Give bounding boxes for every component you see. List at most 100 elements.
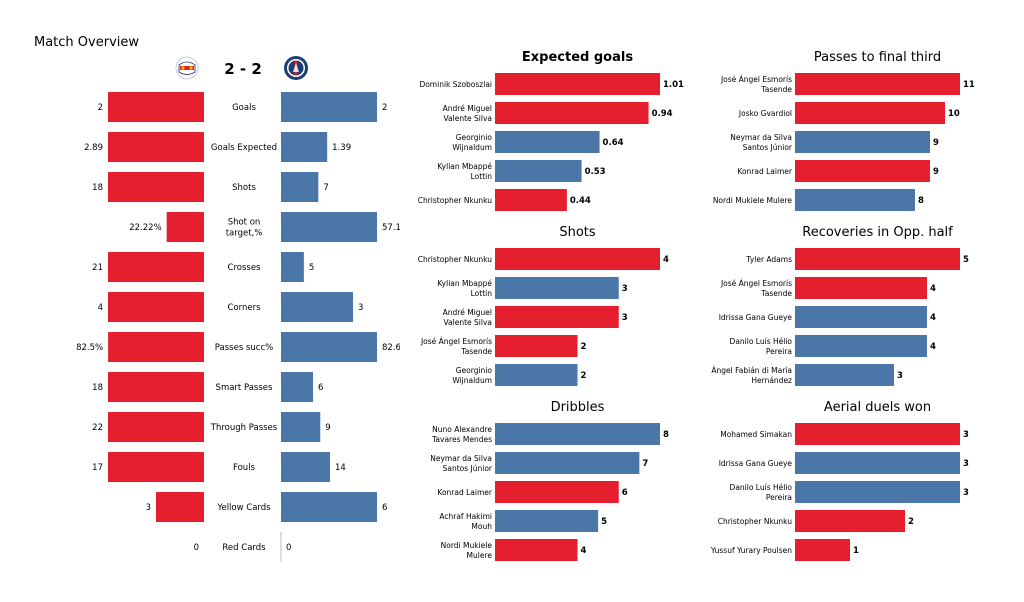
overview-value-home-red-cards: 0 [194,543,199,553]
player-label-aerial-duels-won-0: Mohamed Simakan [720,430,792,439]
panel-dribbles: Dribbles 8 Nuno Alexandre Tavares Mendes 7 Ne… [400,400,700,570]
overview-value-home-smart-passes: 18 [92,383,103,393]
overview-value-home-corners: 4 [98,303,103,313]
bar-dribbles-0 [495,423,660,445]
value-label-dribbles-1: 7 [642,459,648,469]
panel-chart-passes-to-final-third: 11 José Ángel Esmorís Tasende 10 Josko Gvard… [713,73,975,211]
value-label-dribbles-0: 8 [663,430,669,440]
bar-recoveries-in-opp-half-2 [795,306,927,328]
overview-bar-home-yellow-cards [156,492,204,522]
overview-category-fouls: Fouls [233,463,256,473]
panel-title-dribbles: Dribbles [550,400,605,415]
bar-passes-to-final-third-2 [795,131,930,153]
overview-value-home-yellow-cards: 3 [146,503,151,513]
bar-dribbles-3 [495,510,599,532]
overview-value-away-yellow-cards: 6 [382,503,387,513]
bar-recoveries-in-opp-half-1 [795,277,927,299]
player-label-shots-3: José Ángel Esmorís Tasende [420,337,492,356]
value-label-aerial-duels-won-2: 3 [963,488,969,498]
player-label-passes-to-final-third-1: Josko Gvardiol [738,109,792,118]
rb-leipzig-crest-icon [175,56,199,80]
overview-bar-home-smart-passes [108,372,204,402]
player-label-dribbles-3: Achraf Hakimi Mouh [439,512,492,531]
overview-category-goals-expected: Goals Expected [211,143,277,153]
psg-crest-icon [284,56,308,80]
bar-aerial-duels-won-2 [795,481,960,503]
overview-value-away-crosses: 5 [309,263,314,273]
overview-value-home-shots: 18 [92,183,103,193]
player-label-aerial-duels-won-2: Danilo Luís Hélio Pereira [730,483,793,502]
value-label-aerial-duels-won-0: 3 [963,430,969,440]
player-label-expected-goals-4: Christopher Nkunku [418,196,493,205]
overview-bar-home-goals-expected [108,132,204,162]
player-label-recoveries-in-opp-half-1: José Ángel Esmorís Tasende [720,279,792,298]
panel-chart-shots: 4 Christopher Nkunku 3 Kylian Mbappé Lottin 3… [418,248,669,386]
overview-value-away-shot-on-target: 57.14% [382,223,400,233]
overview-value-home-passes-succ: 82.5% [76,343,103,353]
player-label-shots-1: Kylian Mbappé Lottin [437,279,492,298]
overview-value-away-shots: 7 [323,183,328,193]
value-label-recoveries-in-opp-half-4: 3 [897,371,903,381]
value-label-recoveries-in-opp-half-1: 4 [930,284,936,294]
bar-dribbles-1 [495,452,640,474]
overview-bar-away-crosses [281,252,304,282]
player-label-shots-2: André Miguel Valente Silva [443,308,492,327]
bar-passes-to-final-third-3 [795,160,930,182]
value-label-recoveries-in-opp-half-2: 4 [930,313,936,323]
overview-bar-home-shot-on-target [166,212,204,242]
player-label-expected-goals-0: Dominik Szoboszlai [419,80,492,89]
player-label-recoveries-in-opp-half-0: Tyler Adams [745,255,792,264]
panel-title-aerial-duels-won: Aerial duels won [823,400,932,415]
player-label-expected-goals-3: Kylian Mbappé Lottin [437,162,492,181]
value-label-expected-goals-2: 0.64 [603,138,624,148]
value-label-passes-to-final-third-0: 11 [963,80,975,90]
bar-dribbles-4 [495,539,578,561]
overview-bar-away-fouls [281,452,331,482]
overview-bar-away-shot-on-target [281,212,377,242]
value-label-expected-goals-4: 0.44 [570,196,591,206]
value-label-aerial-duels-won-3: 2 [908,517,914,527]
panel-chart-dribbles: 8 Nuno Alexandre Tavares Mendes 7 Neymar da … [430,423,669,561]
bar-aerial-duels-won-4 [795,539,850,561]
player-label-shots-0: Christopher Nkunku [418,255,493,264]
bar-aerial-duels-won-3 [795,510,905,532]
bar-expected-goals-3 [495,160,582,182]
overview-category-red-cards: Red Cards [222,543,266,553]
value-label-shots-4: 2 [581,371,587,381]
player-label-passes-to-final-third-4: Nordi Mukiele Mulere [713,196,793,205]
overview-value-away-through-passes: 9 [325,423,330,433]
panel-chart-expected-goals: 1.01 Dominik Szoboszlai 0.94 André Miguel Va… [418,73,684,211]
panel-title-expected-goals: Expected goals [521,50,634,65]
player-label-dribbles-1: Neymar da Silva Santos Júnior [430,454,493,473]
panel-expected-goals: Expected goals 1.01 Dominik Szoboszlai 0.94… [400,50,700,220]
overview-category-passes-succ: Passes succ% [215,343,273,353]
player-label-dribbles-4: Nordi Mukiele Mulere [441,541,493,560]
overview-value-away-red-cards: 0 [286,543,291,553]
value-label-recoveries-in-opp-half-3: 4 [930,342,936,352]
player-label-passes-to-final-third-2: Neymar da Silva Santos Júnior [730,133,793,152]
overview-value-away-passes-succ: 82.6% [382,343,400,353]
overview-category-smart-passes: Smart Passes [216,383,273,393]
value-label-expected-goals-0: 1.01 [663,80,684,90]
overview-bar-home-through-passes [108,412,204,442]
bar-passes-to-final-third-1 [795,102,945,124]
bar-aerial-duels-won-0 [795,423,960,445]
value-label-passes-to-final-third-3: 9 [933,167,939,177]
bar-recoveries-in-opp-half-3 [795,335,927,357]
overview-bar-home-corners [108,292,204,322]
value-label-shots-0: 4 [663,255,669,265]
bar-shots-1 [495,277,619,299]
bar-shots-2 [495,306,619,328]
player-label-expected-goals-1: André Miguel Valente Silva [443,104,492,123]
value-label-passes-to-final-third-1: 10 [948,109,960,119]
panel-title-passes-to-final-third: Passes to final third [813,50,942,65]
overview-value-away-smart-passes: 6 [318,383,323,393]
overview-bar-away-goals-expected [281,132,328,162]
bar-dribbles-2 [495,481,619,503]
value-label-passes-to-final-third-2: 9 [933,138,939,148]
overview-value-home-shot-on-target: 22.22% [129,223,161,233]
bar-shots-4 [495,364,578,386]
overview-bar-home-shots [108,172,204,202]
player-label-recoveries-in-opp-half-2: Idrissa Gana Gueye [719,313,793,322]
overview-category-shot-on-target: Shot on target,% [226,218,263,239]
